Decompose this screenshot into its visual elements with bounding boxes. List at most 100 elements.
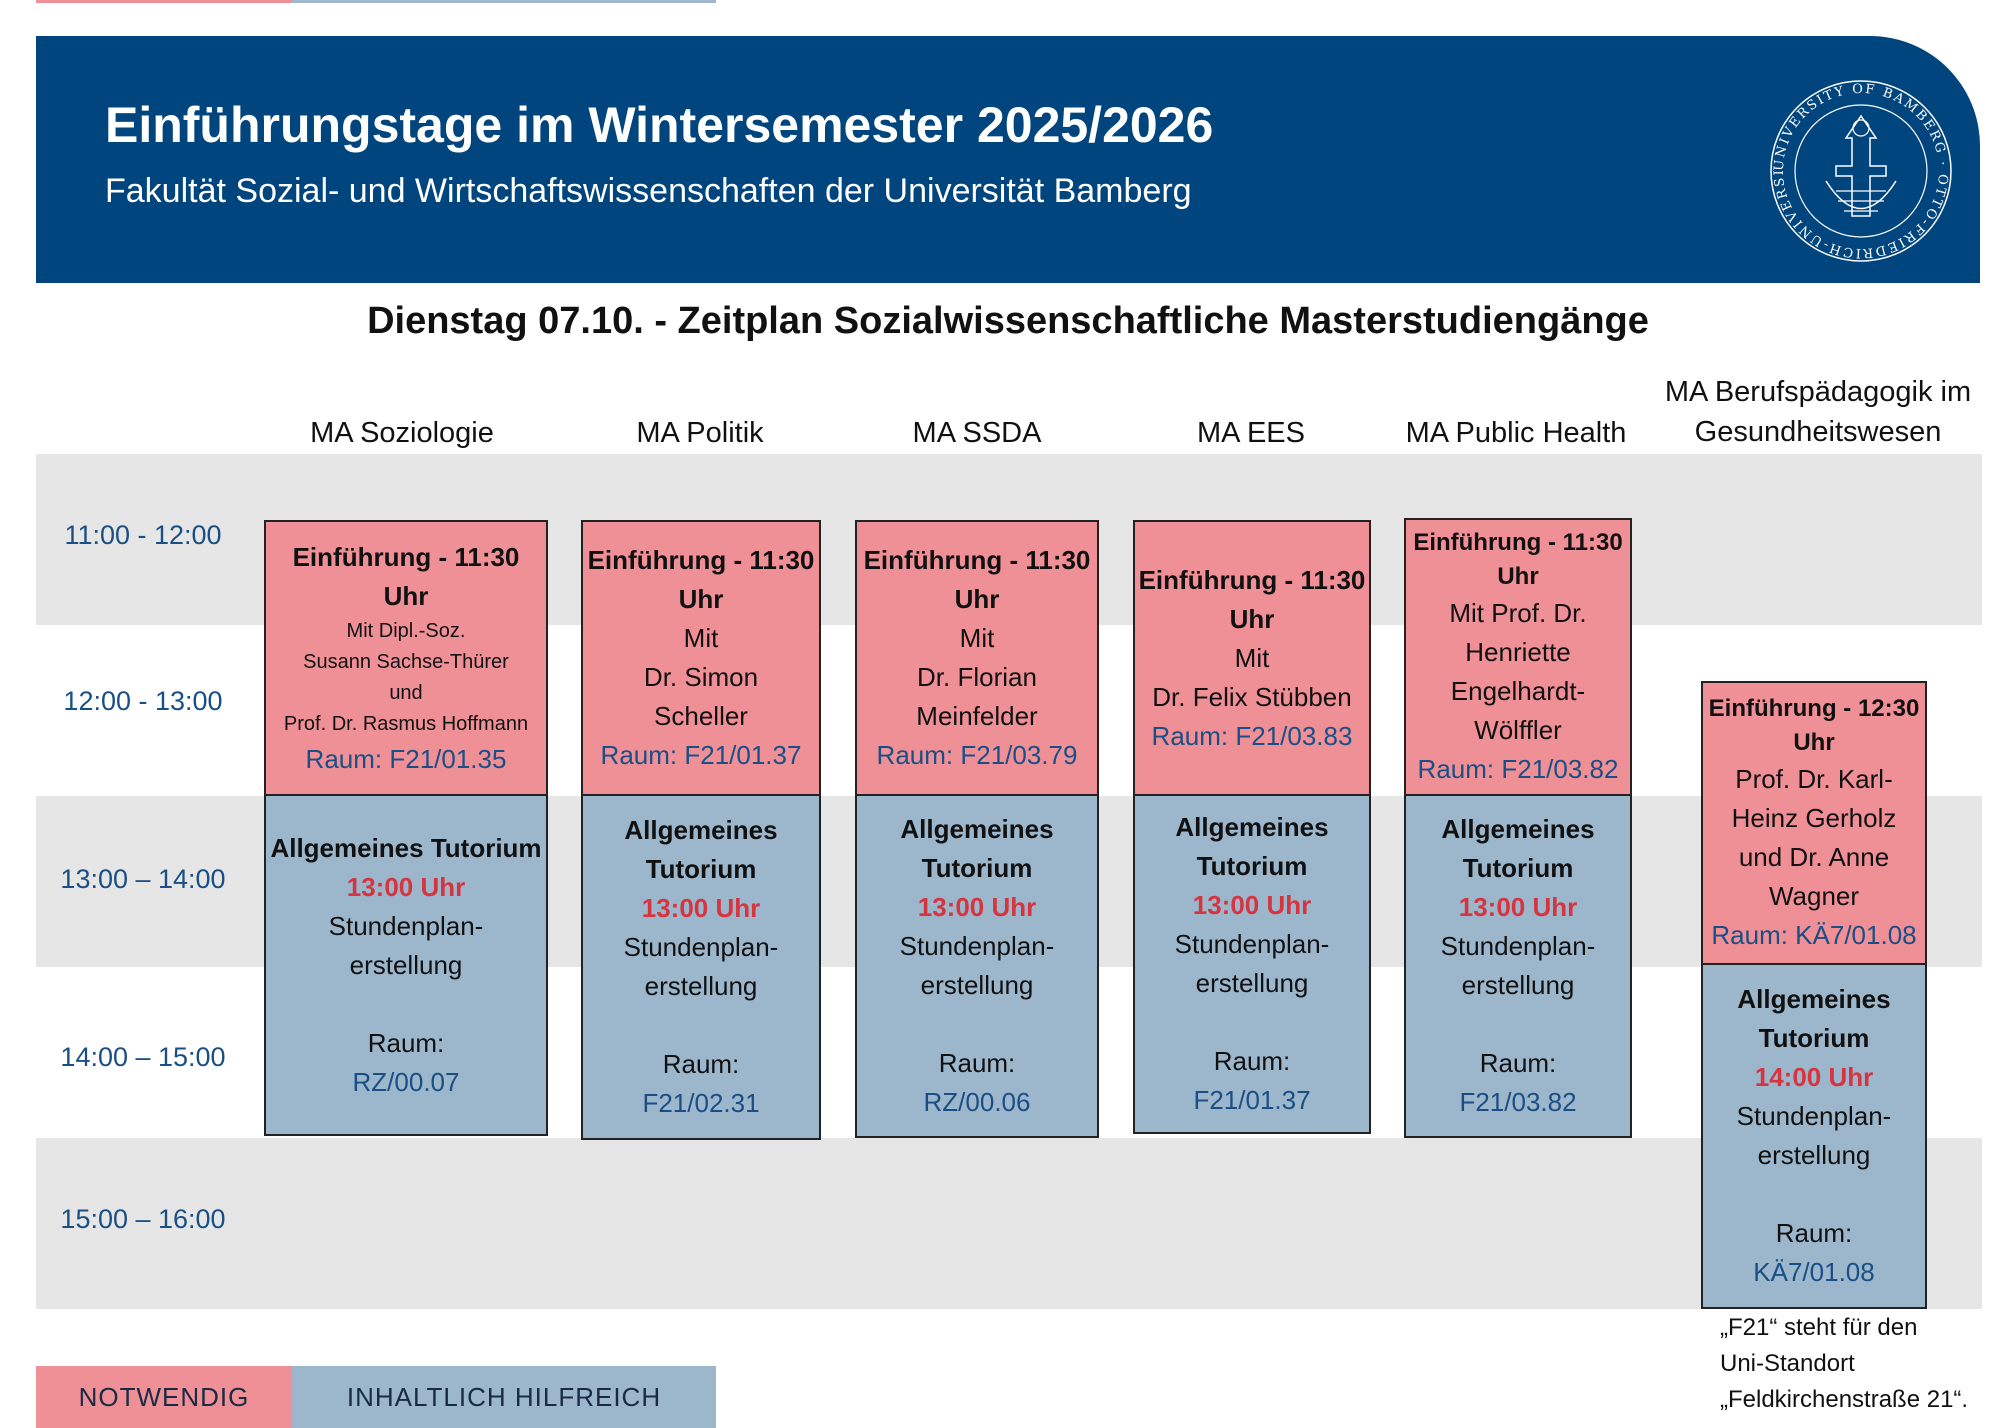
session-description: Stundenplan-	[1440, 931, 1596, 961]
session-title: Einführung - 11:30	[587, 545, 815, 575]
session-title: Einführung - 11:30	[292, 541, 520, 572]
session-host: Mit	[1234, 642, 1270, 673]
session-host: Prof. Dr. Karl-	[1735, 763, 1893, 794]
session-title: Allgemeines	[1441, 814, 1595, 844]
session-title: Tutorium	[921, 853, 1033, 883]
session-description: erstellung	[920, 970, 1034, 1000]
tutorial-session-ees: Allgemeines Tutorium 13:00 Uhr Stundenpl…	[1133, 794, 1371, 1134]
column-header-politik: MA Politik	[636, 417, 764, 449]
intro-session-berufspaedagogik: Einführung - 12:30 Uhr Prof. Dr. Karl- H…	[1701, 681, 1927, 965]
legend-required: NOTWENDIG	[36, 1366, 292, 1428]
session-host: Heinz Gerholz	[1731, 802, 1897, 833]
svg-text:UNIVERSITY OF BAMBERG · OTTO-F: UNIVERSITY OF BAMBERG · OTTO-FRIEDRICH-U…	[1766, 76, 1950, 260]
column-header-line: Gesundheitswesen	[1694, 416, 1942, 448]
session-description: Stundenplan-	[623, 932, 779, 962]
session-room: Raum: F21/01.37	[600, 740, 802, 770]
session-room-label: Raum:	[1479, 1048, 1557, 1078]
column-header-ees: MA EES	[1197, 417, 1305, 449]
session-title: Uhr	[678, 584, 724, 614]
seal-text: UNIVERSITY OF BAMBERG · OTTO-FRIEDRICH-U…	[1766, 76, 1948, 260]
session-time: 14:00 Uhr	[1754, 1062, 1874, 1092]
session-host: Susann Sachse-Thürer	[303, 650, 509, 673]
page-title: Dienstag 07.10. - Zeitplan Sozialwissens…	[367, 300, 1649, 342]
top-accent-blue	[292, 0, 716, 3]
header-subtitle: Fakultät Sozial- und Wirtschaftswissensc…	[105, 172, 1192, 210]
time-label: 11:00 - 12:00	[64, 520, 222, 550]
session-time: 13:00 Uhr	[917, 892, 1037, 922]
tutorial-session-ssda: Allgemeines Tutorium 13:00 Uhr Stundenpl…	[855, 794, 1099, 1138]
session-host: Dr. Simon	[643, 662, 759, 692]
session-time: 13:00 Uhr	[1458, 892, 1578, 922]
session-time: 13:00 Uhr	[641, 893, 761, 923]
session-room: Raum: F21/03.79	[876, 740, 1078, 770]
session-host: Engelhardt-	[1450, 675, 1586, 706]
location-footnote: „F21“ steht für den Uni-Standort „Feldki…	[1720, 1310, 1990, 1418]
session-title: Einführung - 11:30	[1138, 564, 1366, 595]
session-description: erstellung	[1195, 968, 1309, 998]
session-title: Uhr	[1497, 562, 1539, 590]
session-description: Stundenplan-	[1736, 1101, 1892, 1131]
session-title: Allgemeines	[900, 814, 1054, 844]
header-title: Einführungstage im Wintersemester 2025/2…	[105, 97, 1214, 153]
session-host: Prof. Dr. Rasmus Hoffmann	[283, 712, 529, 735]
session-room: KÄ7/01.08	[1753, 1257, 1875, 1287]
session-room-label: Raum:	[1213, 1046, 1291, 1076]
session-host: Wagner	[1768, 880, 1860, 911]
session-title: Allgemeines	[624, 815, 778, 845]
session-description: Stundenplan-	[1174, 929, 1330, 959]
footnote-line: „Feldkirchenstraße 21“.	[1720, 1386, 1969, 1413]
intro-session-soziologie: Einführung - 11:30 Uhr Mit Dipl.-Soz. Su…	[264, 520, 548, 796]
session-host: Meinfelder	[916, 701, 1038, 731]
session-time: 13:00 Uhr	[1192, 890, 1312, 920]
session-title: Uhr	[954, 584, 1000, 614]
session-host: und Dr. Anne	[1738, 841, 1890, 872]
session-description: erstellung	[1757, 1140, 1871, 1170]
session-room: Raum: F21/01.35	[305, 743, 507, 774]
session-description: erstellung	[349, 949, 463, 980]
column-header-soziologie: MA Soziologie	[310, 417, 494, 449]
session-description: Stundenplan-	[328, 910, 484, 941]
session-title: Allgemeines	[1737, 984, 1891, 1014]
session-title: Tutorium	[645, 854, 757, 884]
time-label: 14:00 – 15:00	[60, 1042, 226, 1072]
intro-session-public-health: Einführung - 11:30 Uhr Mit Prof. Dr. Hen…	[1404, 518, 1632, 796]
session-title: Tutorium	[1462, 853, 1574, 883]
time-label: 12:00 - 13:00	[63, 686, 223, 716]
session-title: Tutorium	[1758, 1023, 1870, 1053]
session-room-label: Raum:	[1775, 1218, 1853, 1248]
session-host: Scheller	[654, 701, 748, 731]
footnote-line: „F21“ steht für den	[1720, 1314, 1918, 1341]
session-room: Raum: F21/03.82	[1417, 753, 1619, 784]
time-label: 13:00 – 14:00	[60, 864, 226, 894]
session-host: Dr. Felix Stübben	[1152, 681, 1352, 712]
session-room: F21/03.82	[1459, 1087, 1577, 1117]
university-seal-logo: UNIVERSITY OF BAMBERG · OTTO-FRIEDRICH-U…	[1766, 76, 1952, 262]
session-room-label: Raum:	[938, 1048, 1016, 1078]
session-time: 13:00 Uhr	[346, 871, 466, 902]
session-title: Einführung - 11:30	[1413, 528, 1623, 556]
session-title: Einführung - 11:30	[863, 545, 1091, 575]
column-header-berufspaedagogik: MA Berufspädagogik im Gesundheitswesen	[1648, 372, 1988, 452]
session-title: Allgemeines	[1175, 812, 1329, 842]
session-title: Uhr	[1229, 603, 1275, 634]
session-room: F21/02.31	[642, 1088, 760, 1118]
column-header-line: MA Berufspädagogik im	[1664, 376, 1972, 408]
intro-session-ees: Einführung - 11:30 Uhr Mit Dr. Felix Stü…	[1133, 520, 1371, 796]
session-host: und	[389, 681, 423, 704]
session-host: Mit	[959, 623, 995, 653]
intro-session-politik: Einführung - 11:30 Uhr Mit Dr. Simon Sch…	[581, 520, 821, 796]
session-host: Mit Dipl.-Soz.	[346, 619, 466, 642]
session-title: Einführung - 12:30	[1708, 694, 1920, 722]
time-band-15	[36, 1138, 1982, 1309]
session-description: erstellung	[644, 971, 758, 1001]
tutorial-session-berufspaedagogik: Allgemeines Tutorium 14:00 Uhr Stundenpl…	[1701, 963, 1927, 1309]
session-room: RZ/00.07	[352, 1066, 460, 1097]
intro-session-ssda: Einführung - 11:30 Uhr Mit Dr. Florian M…	[855, 520, 1099, 796]
column-header-public-health: MA Public Health	[1405, 417, 1627, 449]
session-title: Tutorium	[1196, 851, 1308, 881]
tutorial-session-soziologie: Allgemeines Tutorium 13:00 Uhr Stundenpl…	[264, 794, 548, 1136]
session-room-label: Raum:	[662, 1049, 740, 1079]
session-description: Stundenplan-	[899, 931, 1055, 961]
session-room-label: Raum:	[367, 1027, 445, 1058]
footnote-line: Uni-Standort	[1720, 1350, 1855, 1377]
